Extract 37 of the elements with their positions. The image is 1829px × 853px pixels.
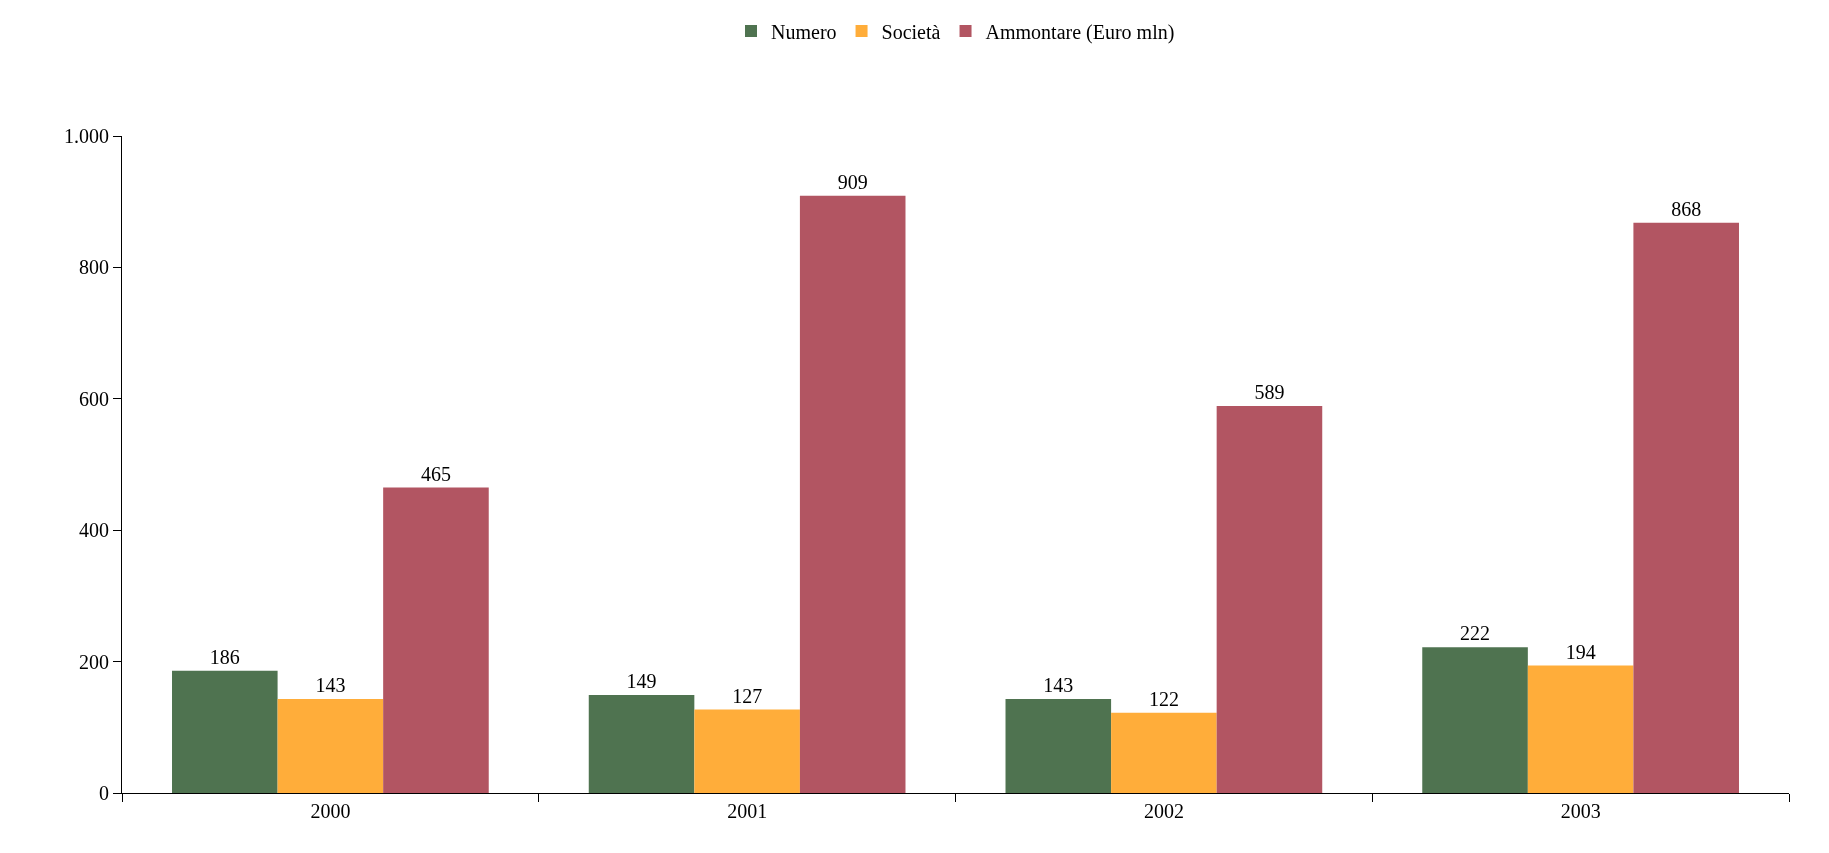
- data-label: 127: [732, 684, 763, 707]
- bar: [1633, 222, 1739, 793]
- data-label: 149: [626, 670, 657, 693]
- x-tick-label: 2003: [1560, 800, 1601, 822]
- y-tick-label: 200: [79, 650, 109, 673]
- y-tick-label: 400: [79, 519, 109, 542]
- x-tick-label: 2002: [1143, 800, 1184, 822]
- bar: [1422, 647, 1528, 793]
- x-tick-label: 2000: [310, 800, 351, 822]
- bar: [1005, 699, 1112, 793]
- bar: [383, 487, 489, 793]
- y-tick-label: 800: [79, 256, 109, 279]
- data-label: 143: [1043, 674, 1074, 697]
- x-tick-label: 2001: [727, 800, 768, 822]
- bar: [1111, 712, 1217, 793]
- bar: [172, 670, 278, 793]
- data-label: 222: [1460, 622, 1491, 645]
- data-label: 122: [1148, 687, 1179, 710]
- data-label: 194: [1565, 640, 1596, 663]
- y-tick-label: 600: [79, 387, 109, 410]
- data-label: 909: [837, 170, 868, 193]
- y-tick-label: 0: [99, 782, 109, 804]
- data-label: 465: [420, 462, 451, 485]
- bar: [277, 699, 384, 793]
- bar: [1216, 406, 1323, 793]
- bar: [694, 709, 800, 793]
- data-label: 589: [1254, 381, 1285, 404]
- bar: [799, 195, 906, 793]
- y-tick-label: 1.000: [64, 125, 109, 147]
- legend-label: Numero: [771, 20, 837, 43]
- bar: [1527, 665, 1634, 793]
- legend-label: Società: [881, 20, 941, 43]
- data-label: 186: [209, 645, 240, 668]
- bar: [588, 695, 695, 793]
- data-label: 868: [1671, 197, 1702, 220]
- legend-label: Ammontare (Euro mln): [985, 20, 1175, 44]
- data-label: 143: [315, 674, 346, 697]
